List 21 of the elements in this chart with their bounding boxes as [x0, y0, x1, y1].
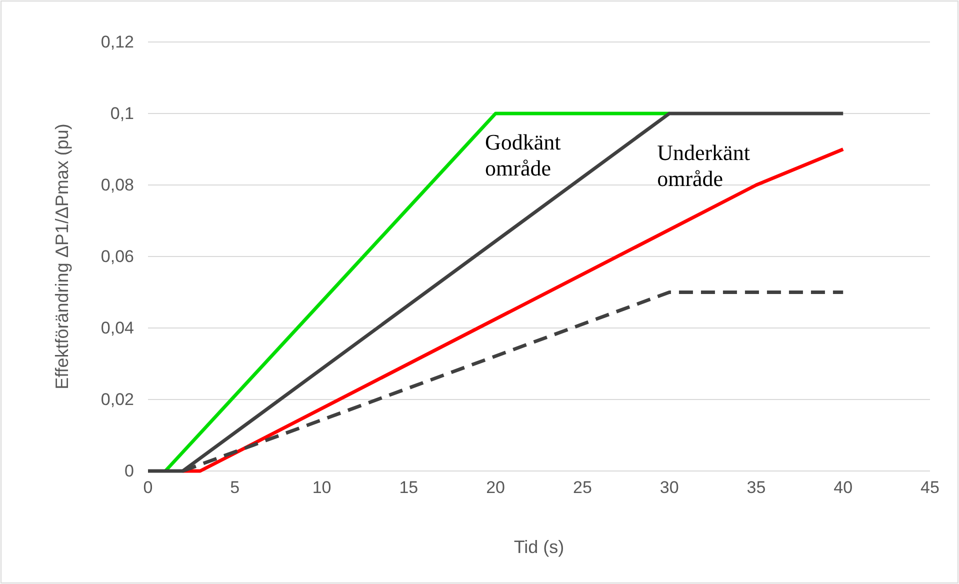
annotation: Godkänt område — [485, 129, 561, 180]
y-axis-title: Effektförändring ΔP1/ΔPmax (pu) — [52, 124, 72, 390]
y-tick-label: 0,04 — [100, 318, 134, 338]
y-tick-label: 0,12 — [100, 32, 134, 52]
y-tick-label: 0 — [124, 461, 134, 480]
annotation: Underkänt område — [657, 140, 750, 191]
x-tick-label: 40 — [834, 478, 853, 498]
x-axis-title: Tid (s) — [514, 537, 564, 557]
x-tick-label: 10 — [312, 478, 332, 498]
x-tick-label: 20 — [486, 478, 506, 498]
x-tick-label: 5 — [230, 478, 240, 498]
y-tick-label: 0,02 — [100, 390, 134, 409]
x-tick-label: 25 — [572, 478, 592, 498]
x-tick-label: 15 — [399, 478, 418, 498]
x-tick-label: 45 — [920, 478, 940, 498]
x-tick-label: 35 — [746, 478, 766, 498]
y-tick-label: 0,06 — [100, 246, 134, 266]
y-tick-label: 0,1 — [110, 104, 134, 123]
y-tick-label: 0,08 — [100, 175, 134, 194]
x-tick-label: 30 — [660, 478, 679, 498]
x-tick-label: 0 — [143, 478, 153, 498]
